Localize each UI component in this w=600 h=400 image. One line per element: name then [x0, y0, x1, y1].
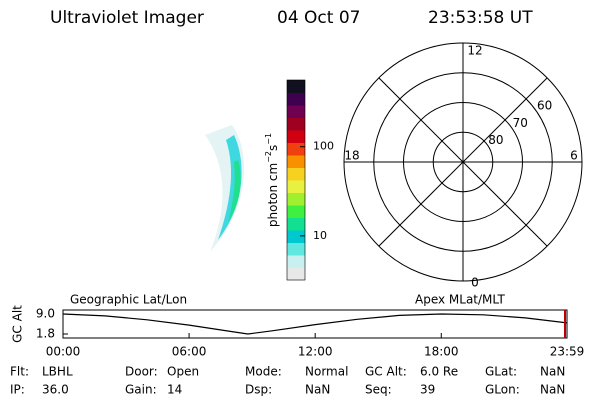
status-value: LBHL: [42, 365, 73, 379]
y-axis-label: GC Alt: [11, 305, 25, 343]
colorbar-swatch: [287, 117, 305, 131]
status-value: 14: [167, 383, 182, 397]
status-value: 39: [420, 383, 435, 397]
colorbar-label: photon cm−2s−1: [264, 133, 280, 227]
polar-mlt-label: 0: [471, 276, 479, 290]
status-value: 6.0 Re: [420, 365, 458, 379]
annotation: Geographic Lat/Lon: [70, 293, 187, 307]
title: Ultraviolet Imager: [50, 8, 204, 28]
x-tick-label: 00:00: [46, 345, 81, 359]
colorbar-swatch: [287, 155, 305, 168]
colorbar-swatch: [287, 180, 305, 193]
colorbar-swatch: [287, 217, 305, 231]
x-tick-label: 18:00: [424, 345, 459, 359]
x-tick-label: 12:00: [298, 345, 333, 359]
image-core: [228, 160, 241, 222]
y-tick-label: 1.8: [36, 327, 55, 341]
status-label: Seq:: [365, 383, 392, 397]
colorbar-tick-label: 100: [313, 140, 334, 153]
colorbar-swatch: [287, 230, 305, 243]
colorbar-swatch: [287, 130, 305, 143]
status-value: NaN: [305, 383, 330, 397]
colorbar-swatch: [287, 80, 305, 93]
auroral-image: [205, 125, 245, 252]
status-label: GLat:: [485, 365, 517, 379]
polar-ring: [403, 102, 523, 222]
time: 23:53:58 UT: [428, 8, 533, 28]
polar-ring: [432, 131, 494, 193]
status-label: GC Alt:: [365, 365, 407, 379]
status-value: Normal: [305, 365, 348, 379]
polar-mlt-label: 12: [467, 44, 482, 58]
colorbar-swatch: [287, 105, 305, 118]
colorbar-swatch: [287, 255, 305, 268]
colorbar-swatch: [287, 142, 305, 156]
altitude-line: [62, 313, 568, 335]
polar-mlt-label: 6: [570, 149, 578, 163]
colorbar-label-part: −1: [264, 133, 273, 145]
status-label: Door:: [125, 365, 158, 379]
polar-ring: [373, 72, 553, 252]
date: 04 Oct 07: [277, 8, 360, 28]
colorbar-swatch: [287, 167, 305, 181]
polar-ring-label: 60: [537, 99, 552, 113]
colorbar-swatch: [287, 92, 305, 106]
status-label: Dsp:: [245, 383, 272, 397]
status-value: 36.0: [42, 383, 69, 397]
annotation: Apex MLat/MLT: [415, 293, 505, 307]
status-label: Gain:: [125, 383, 157, 397]
status-value: NaN: [540, 365, 565, 379]
polar-ring-label: 70: [513, 116, 528, 130]
x-tick-label: 06:00: [172, 345, 207, 359]
status-label: IP:: [10, 383, 25, 397]
colorbar-swatch: [287, 267, 305, 281]
colorbar-frame: [286, 79, 306, 281]
status-label: Flt:: [10, 365, 29, 379]
y-tick-label: 9.0: [36, 307, 55, 321]
colorbar-label-part: photon cm: [266, 163, 280, 227]
colorbar-swatch: [287, 205, 305, 218]
status-label: GLon:: [485, 383, 520, 397]
colorbar-swatch: [287, 242, 305, 256]
status-value: NaN: [540, 383, 565, 397]
status-value: Open: [167, 365, 199, 379]
polar-mlt-label: 18: [344, 149, 359, 163]
status-label: Mode:: [245, 365, 282, 379]
polar-ring-label: 80: [488, 133, 503, 147]
x-tick-label: 23:59: [550, 345, 585, 359]
colorbar-tick-label: 10: [313, 229, 327, 242]
colorbar-label-part: s: [266, 145, 280, 151]
colorbar-label-part: −2: [264, 151, 273, 163]
colorbar-swatch: [287, 192, 305, 206]
